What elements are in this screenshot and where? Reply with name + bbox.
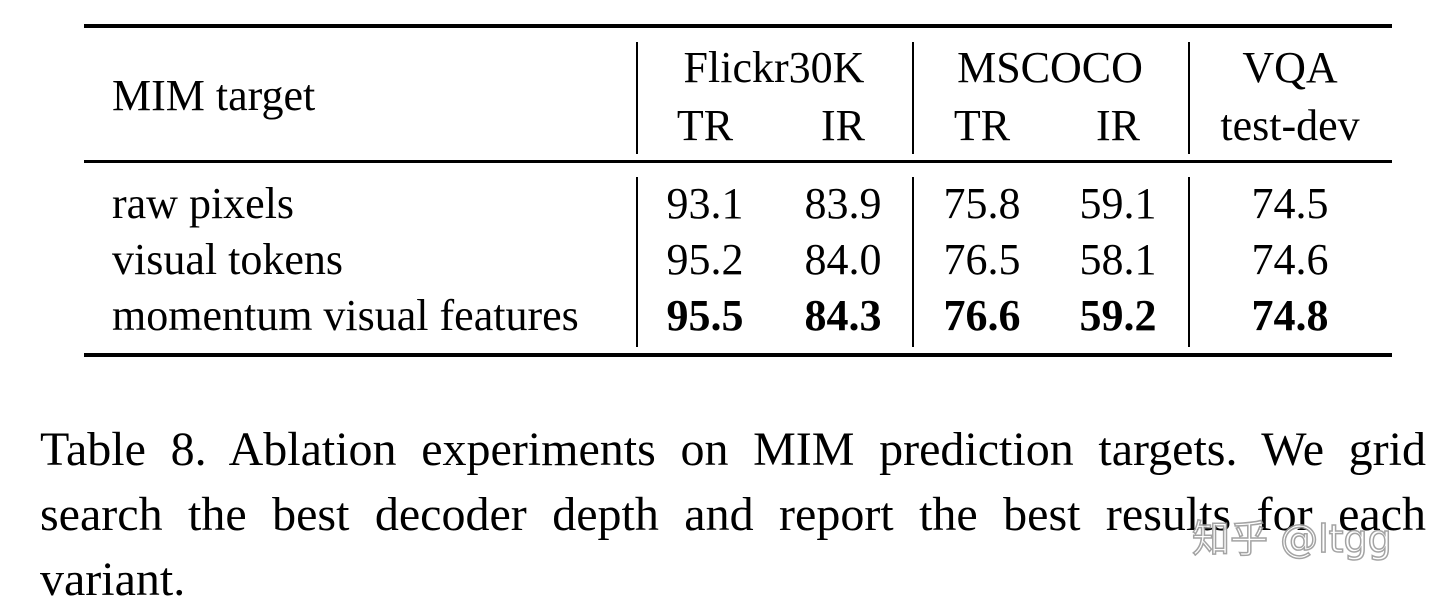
group-header-vqa: VQA (1242, 43, 1338, 92)
subheader-flickr-tr: TR (676, 101, 734, 150)
table-cell-best: 59.2 (1079, 291, 1157, 340)
table-cell: 74.5 (1251, 179, 1329, 228)
table-cell: 95.2 (666, 235, 744, 284)
table-cell: 83.9 (804, 179, 882, 228)
group-header-mscoco: MSCOCO (957, 43, 1143, 92)
table-cell-best: 95.5 (666, 291, 744, 340)
table-cell-best: 76.6 (943, 291, 1021, 340)
table-header-rule (84, 160, 1392, 163)
table-cell: 58.1 (1079, 235, 1157, 284)
subheader-vqa-testdev: test-dev (1220, 101, 1360, 150)
table-top-rule (84, 24, 1392, 28)
row-label: visual tokens (112, 235, 343, 284)
table-cell: 59.1 (1079, 179, 1157, 228)
group-header-flickr30k: Flickr30K (683, 43, 865, 92)
table-cell: 93.1 (666, 179, 744, 228)
column-divider (1188, 177, 1190, 347)
table-caption: Table 8. Ablation experiments on MIM pre… (40, 423, 1426, 606)
table-cell-best: 74.8 (1251, 291, 1329, 340)
row-label: raw pixels (112, 179, 295, 228)
table-cell: 75.8 (943, 179, 1021, 228)
column-divider (912, 42, 914, 154)
column-divider (912, 177, 914, 347)
row-label-header: MIM target (112, 71, 316, 120)
subheader-flickr-ir: IR (821, 101, 865, 150)
watermark: 知乎 @ltgg (1191, 517, 1392, 561)
row-label: momentum visual features (112, 291, 579, 340)
table-cell-best: 84.3 (804, 291, 882, 340)
table-cell: 84.0 (804, 235, 882, 284)
table-bottom-rule (84, 353, 1392, 357)
subheader-mscoco-ir: IR (1096, 101, 1140, 150)
subheader-mscoco-tr: TR (953, 101, 1011, 150)
table-cell: 76.5 (943, 235, 1021, 284)
table-cell: 74.6 (1251, 235, 1329, 284)
column-divider (1188, 42, 1190, 154)
column-divider (636, 177, 638, 347)
column-divider (636, 42, 638, 154)
